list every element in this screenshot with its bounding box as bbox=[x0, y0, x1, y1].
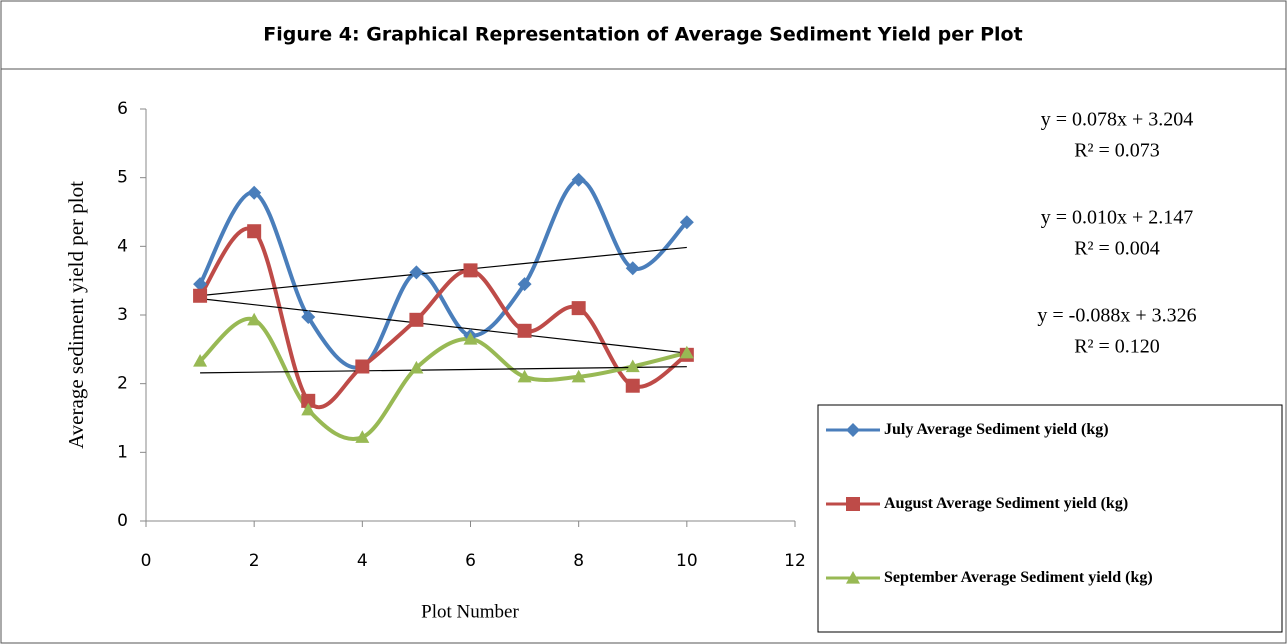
marker bbox=[571, 301, 586, 316]
trendline bbox=[200, 298, 687, 354]
marker bbox=[846, 497, 860, 511]
x-tick-label: 4 bbox=[357, 551, 368, 571]
legend-label: July Average Sediment yield (kg) bbox=[884, 421, 1109, 438]
y-tick-label: 2 bbox=[117, 374, 128, 394]
series-line bbox=[198, 316, 688, 441]
marker bbox=[247, 224, 262, 239]
y-tick-label: 3 bbox=[117, 305, 128, 325]
marker bbox=[247, 185, 262, 200]
marker bbox=[193, 288, 208, 303]
marker bbox=[409, 360, 424, 374]
marker bbox=[301, 393, 316, 408]
marker bbox=[355, 430, 370, 443]
trend-r2: R² = 0.073 bbox=[1074, 140, 1160, 162]
x-tick-label: 10 bbox=[676, 551, 698, 571]
marker bbox=[517, 369, 532, 383]
trend-equation: y = -0.088x + 3.326 bbox=[1037, 305, 1196, 327]
marker bbox=[846, 571, 860, 584]
chart-title: Figure 4: Graphical Representation of Av… bbox=[263, 24, 1022, 46]
y-tick-label: 4 bbox=[117, 236, 128, 256]
marker bbox=[679, 345, 694, 359]
x-tick-label: 12 bbox=[784, 551, 806, 571]
trend-equation: y = 0.010x + 2.147 bbox=[1041, 207, 1194, 229]
y-tick-label: 5 bbox=[117, 168, 128, 188]
x-tick-label: 8 bbox=[573, 551, 584, 571]
marker bbox=[517, 323, 532, 338]
marker bbox=[247, 312, 262, 326]
marker bbox=[301, 402, 316, 416]
legend-label: August Average Sediment yield (kg) bbox=[884, 495, 1129, 512]
trendline bbox=[200, 246, 687, 297]
marker bbox=[571, 369, 586, 383]
y-tick-label: 0 bbox=[117, 511, 128, 531]
trendline bbox=[200, 366, 687, 374]
marker bbox=[571, 172, 586, 187]
marker bbox=[846, 423, 860, 437]
series-line bbox=[198, 177, 689, 370]
y-tick-label: 6 bbox=[117, 99, 128, 119]
series-line bbox=[198, 226, 688, 410]
x-tick-label: 2 bbox=[249, 551, 260, 571]
marker bbox=[409, 265, 424, 280]
marker bbox=[301, 310, 316, 325]
marker bbox=[193, 277, 208, 292]
marker bbox=[355, 359, 370, 374]
marker bbox=[517, 277, 532, 292]
marker bbox=[679, 215, 694, 230]
trend-r2: R² = 0.004 bbox=[1074, 238, 1160, 260]
x-tick-label: 6 bbox=[465, 551, 476, 571]
marker bbox=[625, 261, 640, 276]
marker bbox=[625, 359, 640, 373]
legend-box bbox=[817, 404, 1283, 633]
x-axis-label: Plot Number bbox=[421, 601, 519, 622]
y-tick-label: 1 bbox=[117, 442, 128, 462]
trend-equation: y = 0.078x + 3.204 bbox=[1041, 109, 1194, 131]
x-tick-label: 0 bbox=[141, 551, 152, 571]
marker bbox=[625, 378, 640, 393]
marker bbox=[463, 332, 478, 345]
y-axis-label: Average sediment yield per plot bbox=[64, 181, 88, 449]
legend-label: September Average Sediment yield (kg) bbox=[884, 569, 1153, 586]
marker bbox=[463, 263, 478, 278]
marker bbox=[193, 354, 208, 367]
trend-r2: R² = 0.120 bbox=[1074, 336, 1160, 358]
marker bbox=[409, 312, 424, 327]
